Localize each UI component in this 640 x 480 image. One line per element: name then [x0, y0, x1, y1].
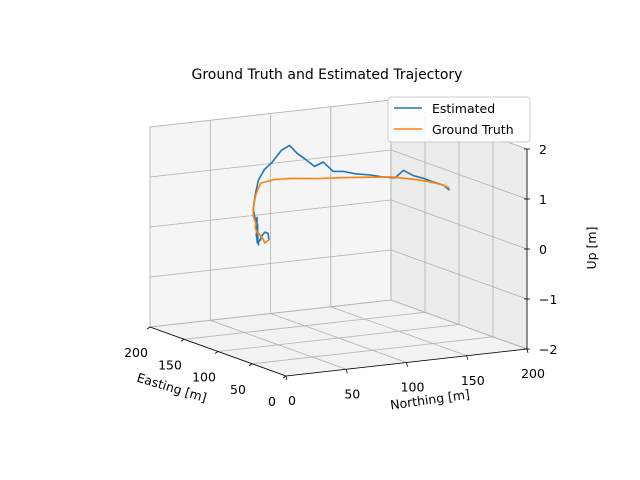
- legend-label-ground-truth: Ground Truth: [432, 122, 514, 137]
- northing-tick-mark: [526, 348, 529, 354]
- northing-tick-mark: [406, 362, 408, 367]
- northing-tick-mark: [466, 355, 469, 360]
- grid-line-up: [149, 199, 528, 250]
- up-tick-label: 2: [539, 142, 547, 157]
- easting-tick-mark: [180, 338, 185, 342]
- easting-tick-label: 50: [230, 382, 246, 397]
- northing-tick-mark: [345, 369, 348, 374]
- northing-tick-mark: [285, 375, 288, 381]
- northing-tick-labels: 0 50 100 150 200: [285, 348, 545, 408]
- easting-tick-mark: [146, 326, 151, 330]
- easting-tick-label: 100: [192, 370, 216, 385]
- easting-tick-mark: [282, 375, 287, 379]
- legend-label-estimated: Estimated: [432, 101, 495, 116]
- northing-tick-label: 100: [401, 380, 425, 395]
- easting-tick-mark: [214, 351, 219, 354]
- up-tick-labels: −2 −1 0 1 2: [524, 142, 557, 357]
- easting-tick-label: 200: [124, 345, 148, 360]
- northing-tick-label: 50: [344, 386, 360, 401]
- grid-line-up: [149, 149, 528, 200]
- legend-frame: [387, 96, 531, 143]
- series-line-ground-truth: [252, 176, 450, 244]
- grid-line-up: [149, 249, 528, 300]
- northing-tick-label: 200: [521, 366, 545, 381]
- northing-tick-label: 150: [461, 373, 485, 388]
- up-tick-label: 1: [539, 192, 547, 207]
- easting-tick-labels: 0 50 100 150 200: [124, 326, 287, 409]
- series-layer: [252, 144, 451, 246]
- northing-tick-label: 0: [288, 393, 296, 408]
- up-tick-label: 0: [539, 242, 547, 257]
- easting-tick-label: 150: [158, 357, 182, 372]
- easting-tick-label: 0: [268, 394, 276, 409]
- chart-title: Ground Truth and Estimated Trajectory: [192, 67, 463, 83]
- up-tick-label: −1: [539, 292, 557, 307]
- easting-tick-mark: [248, 363, 253, 367]
- z-axis-label: Up [m]: [584, 227, 599, 270]
- legend: Estimated Ground Truth: [387, 96, 531, 143]
- grid-line-up: [149, 299, 528, 350]
- up-tick-label: −2: [539, 342, 557, 357]
